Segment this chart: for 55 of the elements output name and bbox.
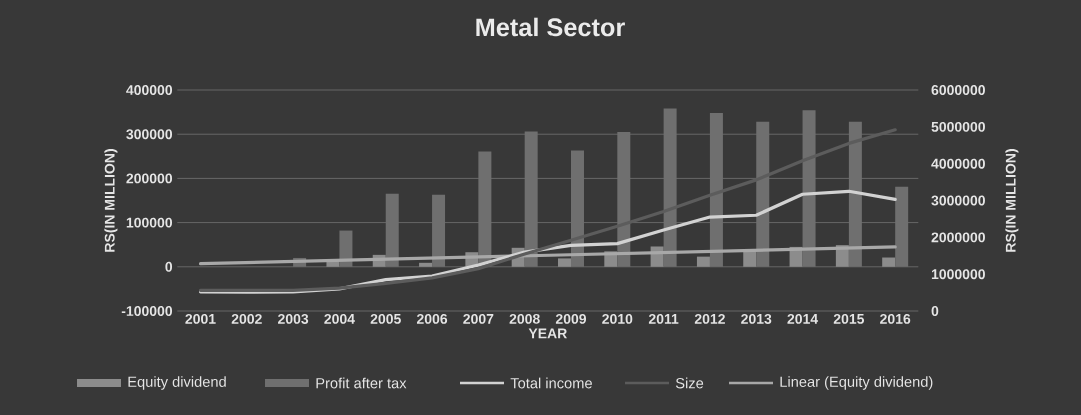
legend-label: Equity dividend xyxy=(128,376,226,390)
y-tick-label: 100000 xyxy=(126,217,173,228)
x-tick-label: 2008 xyxy=(509,313,540,324)
bar xyxy=(663,108,677,267)
y-tick-label: 200000 xyxy=(126,173,173,184)
y2-tick-label: 1000000 xyxy=(931,269,985,280)
x-tick-label: 2012 xyxy=(694,313,725,324)
bar xyxy=(571,150,584,267)
bar xyxy=(848,121,862,267)
x-tick-label: 2005 xyxy=(370,313,401,324)
x-tick-label: 2001 xyxy=(185,313,216,324)
x-tick-label: 2009 xyxy=(555,313,587,324)
bar xyxy=(709,112,723,267)
x-tick-label: 2003 xyxy=(278,313,309,324)
x-tick-label: 2015 xyxy=(833,313,865,324)
x-tick-label: 2011 xyxy=(648,313,679,324)
bar xyxy=(895,186,909,267)
bar xyxy=(756,121,770,267)
y2-tick-label: 6000000 xyxy=(931,85,985,95)
x-tick-label: 2013 xyxy=(741,313,772,324)
y2-tick-label: 4000000 xyxy=(931,158,985,169)
bar xyxy=(478,151,492,267)
bar xyxy=(432,194,446,267)
x-tick-label: 2014 xyxy=(787,313,819,324)
x-tick-label: 2016 xyxy=(880,313,911,324)
x-axis-title: YEAR xyxy=(528,328,567,339)
x-tick-label: 2010 xyxy=(602,313,633,324)
bar xyxy=(524,131,538,267)
x-tick-label: 2007 xyxy=(463,313,494,324)
bar xyxy=(339,230,353,267)
bar xyxy=(558,258,571,267)
legend-label: Profit after tax xyxy=(316,377,407,389)
y-tick-label: 400000 xyxy=(126,85,173,95)
legend-label: Total income xyxy=(510,377,592,389)
bar xyxy=(882,257,896,267)
legend-label: Size xyxy=(675,377,704,389)
bar xyxy=(617,131,631,267)
x-tick-label: 2002 xyxy=(231,313,262,324)
bar xyxy=(385,193,399,267)
bar xyxy=(419,262,433,267)
y2-tick-label: 2000000 xyxy=(931,232,985,243)
chart-title: Metal Sector xyxy=(476,17,625,37)
bar xyxy=(696,256,710,267)
y2-tick-label: 0 xyxy=(931,306,939,316)
y2-axis-title: RS(IN MILLION) xyxy=(1005,149,1019,252)
y-tick-label: 300000 xyxy=(126,129,173,140)
bar xyxy=(802,110,816,267)
y2-tick-label: 5000000 xyxy=(931,121,985,132)
y2-tick-label: 3000000 xyxy=(931,195,985,206)
x-tick-label: 2006 xyxy=(416,313,448,324)
y-tick-label: 0 xyxy=(165,261,173,272)
x-tick-label: 2004 xyxy=(324,313,355,324)
legend-label: Linear (Equity dividend) xyxy=(780,376,933,390)
y-axis-title: RS(IN MILLION) xyxy=(104,149,118,252)
y-tick-label: -100000 xyxy=(121,306,173,316)
